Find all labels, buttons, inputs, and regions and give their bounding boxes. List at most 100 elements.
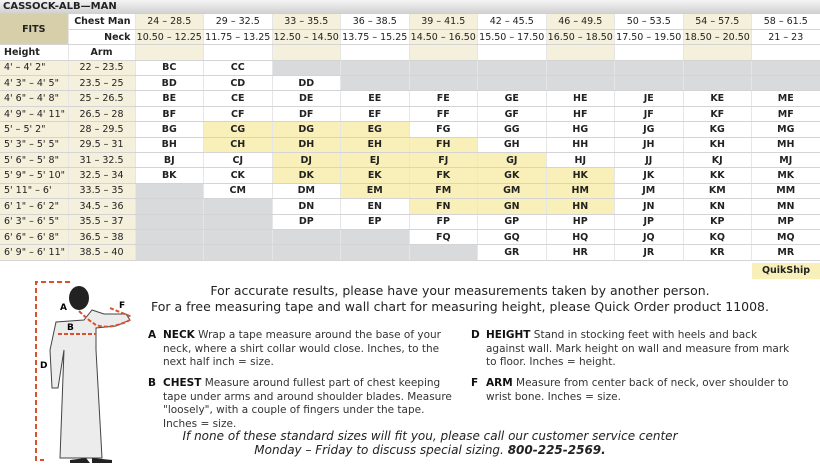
arm-range: 32.5 – 34 xyxy=(68,167,136,184)
table-row: 4' 6" – 4' 8" 25 – 26.5 BE CE DE EE FE GE HE JE KE… xyxy=(0,90,820,107)
size-code: GN xyxy=(477,198,547,215)
size-code: BD xyxy=(135,75,204,92)
chest-range: 33 – 35.5 xyxy=(272,14,341,30)
size-code: CC xyxy=(203,60,273,77)
table-row: 5' – 5' 2" 28 – 29.5 BG CG DG EG FG GG HG JG KG MG xyxy=(0,121,820,138)
size-code: CF xyxy=(203,106,273,123)
arm-range: 34.5 – 36 xyxy=(68,198,136,215)
size-code: CH xyxy=(203,137,273,154)
size-code: MK xyxy=(751,167,820,184)
size-code: EP xyxy=(340,214,410,230)
header-row-neck: Neck 10.50 – 12.25 11.75 – 13.25 12.50 – 14… xyxy=(0,29,820,46)
size-code: GP xyxy=(477,214,547,230)
size-code: MH xyxy=(751,137,820,154)
table-row: 4' – 4' 2" 22 – 23.5 BC CC xyxy=(0,60,820,77)
unavailable-cell xyxy=(135,198,204,215)
table-row: 4' 9" – 4' 11" 26.5 – 28 BF CF DF EF FF GF HF JF K… xyxy=(0,106,820,123)
footer-line-1: If none of these standard sizes will fit… xyxy=(182,429,678,443)
chest-label: Chest Man xyxy=(68,14,136,30)
unavailable-cell xyxy=(135,183,204,200)
chest-range: 58 – 61.5 xyxy=(751,14,820,30)
arm-range: 29.5 – 31 xyxy=(68,137,136,154)
header-row-chest: FITS Chest Man 24 – 28.5 29 – 32.5 33 – 35.5… xyxy=(0,14,820,46)
size-code: BF xyxy=(135,106,204,123)
size-code: HG xyxy=(546,121,615,138)
size-code: MF xyxy=(751,106,820,123)
size-code: GQ xyxy=(477,229,547,246)
spacer-cell xyxy=(409,44,478,61)
size-code: KP xyxy=(683,214,752,230)
size-code: EJ xyxy=(340,152,410,169)
figure-label-a: A xyxy=(60,303,67,313)
height-range: 4' 9" – 4' 11" xyxy=(0,106,69,123)
footer-text: Monday – Friday to discuss special sizin… xyxy=(254,443,504,457)
measure-name: ARM xyxy=(486,377,513,389)
size-code: KM xyxy=(683,183,752,200)
measure-key: F xyxy=(471,377,479,389)
unavailable-cell xyxy=(409,244,478,261)
size-code: DP xyxy=(272,214,341,230)
size-code: BC xyxy=(135,60,204,77)
size-code: GK xyxy=(477,167,547,184)
measure-key: B xyxy=(148,377,157,389)
size-code: CJ xyxy=(203,152,273,169)
chest-range: 46 – 49.5 xyxy=(546,14,615,30)
height-range: 6' 9" – 6' 11" xyxy=(0,244,69,261)
size-code: KJ xyxy=(683,152,752,169)
spacer-cell xyxy=(546,44,615,61)
size-code: DK xyxy=(272,167,341,184)
height-range: 5' 11" – 6' xyxy=(0,183,69,200)
size-code: FM xyxy=(409,183,478,200)
size-code: MQ xyxy=(751,229,820,246)
table-row: 6' 9" – 6' 11" 38.5 – 40 GR HR JR KR MR xyxy=(0,244,820,261)
figure-label-d: D xyxy=(40,361,47,371)
measure-chest: B CHEST Measure around fullest part of ch… xyxy=(148,377,458,431)
size-code: KQ xyxy=(683,229,752,246)
size-code: EF xyxy=(340,106,410,123)
size-code: BH xyxy=(135,137,204,154)
unavailable-cell xyxy=(135,214,204,230)
size-code: CE xyxy=(203,90,273,107)
size-code: FE xyxy=(409,90,478,107)
spacer-cell xyxy=(477,44,547,61)
size-code: KH xyxy=(683,137,752,154)
size-code: JE xyxy=(614,90,684,107)
height-range: 6' 3" – 6' 5" xyxy=(0,214,69,230)
unavailable-cell xyxy=(203,244,273,261)
table-row: 6' 3" – 6' 5" 35.5 – 37 DP EP FP GP HP JP KP MP xyxy=(0,214,820,230)
neck-range: 10.50 – 12.25 xyxy=(135,29,204,46)
size-code: GJ xyxy=(477,152,547,169)
size-code: JK xyxy=(614,167,684,184)
size-code: KF xyxy=(683,106,752,123)
size-code: DH xyxy=(272,137,341,154)
neck-range: 14.50 – 16.50 xyxy=(409,29,478,46)
measure-key: A xyxy=(148,329,157,341)
size-code: FF xyxy=(409,106,478,123)
table-row: 6' 1" – 6' 2" 34.5 – 36 DN EN FN GN HN JN KN MN xyxy=(0,198,820,215)
size-code: MR xyxy=(751,244,820,261)
fits-label: FITS xyxy=(0,14,69,46)
unavailable-cell xyxy=(751,75,820,92)
size-code: HN xyxy=(546,198,615,215)
chest-range: 54 – 57.5 xyxy=(683,14,752,30)
chest-range: 50 – 53.5 xyxy=(614,14,684,30)
spacer-cell xyxy=(614,44,684,61)
size-code: ME xyxy=(751,90,820,107)
spacer-cell xyxy=(340,44,410,61)
size-code: HE xyxy=(546,90,615,107)
height-range: 5' 6" – 5' 8" xyxy=(0,152,69,169)
size-table: FITS Chest Man 24 – 28.5 29 – 32.5 33 – 35.5… xyxy=(0,14,820,261)
note-line-1: For accurate results, please have your m… xyxy=(210,283,710,298)
size-code: JQ xyxy=(614,229,684,246)
measure-text: Measure from center back of neck, over s… xyxy=(486,377,789,403)
unavailable-cell xyxy=(614,60,684,77)
size-code: HK xyxy=(546,167,615,184)
size-code: CK xyxy=(203,167,273,184)
unavailable-cell xyxy=(135,229,204,246)
header-row-height-arm: Height Arm xyxy=(0,44,820,61)
measure-neck: A NECK Wrap a tape measure around the bas… xyxy=(148,329,458,370)
phone-number: 800-225-2569. xyxy=(507,443,606,457)
unavailable-cell xyxy=(546,75,615,92)
unavailable-cell xyxy=(272,244,341,261)
size-code: DD xyxy=(272,75,341,92)
